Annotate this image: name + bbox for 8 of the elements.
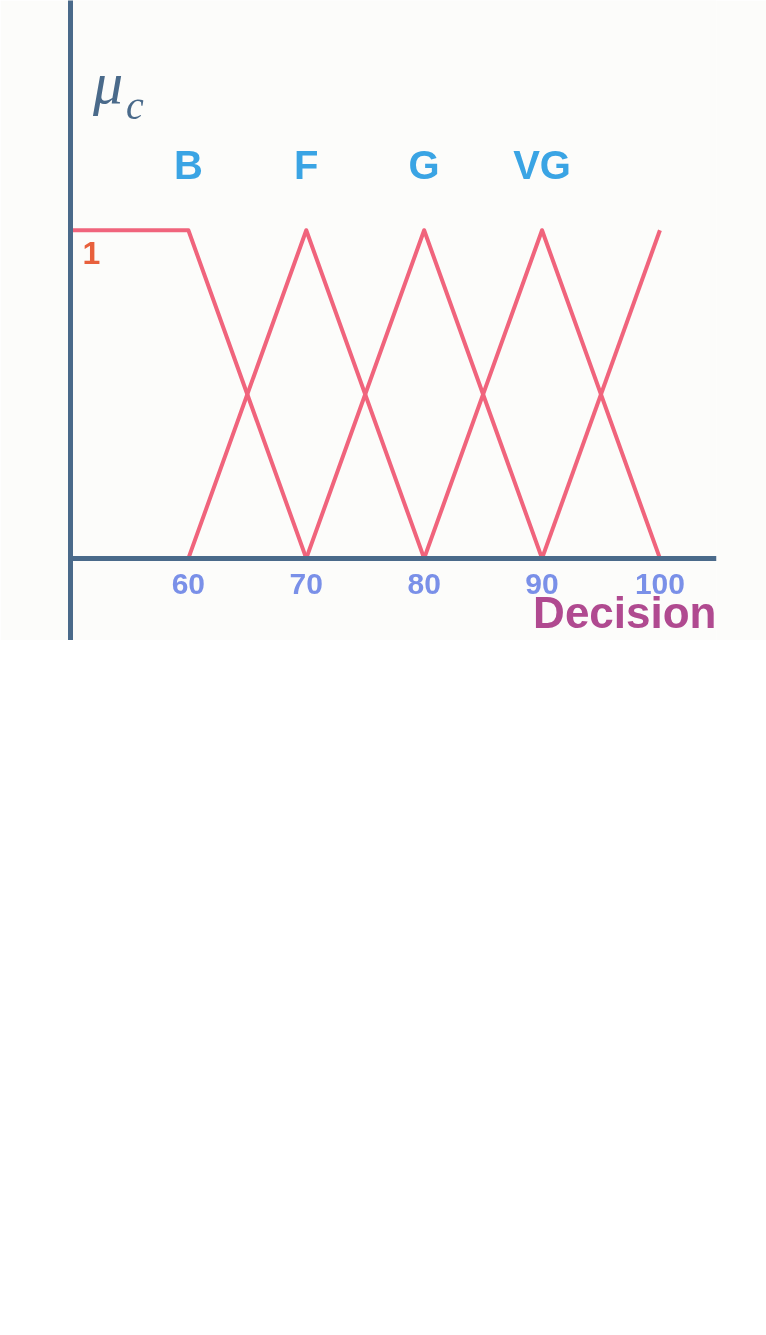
series-label: B — [173, 142, 203, 187]
annotation: 1 — [82, 235, 101, 272]
x-tick-label: 80 — [407, 567, 441, 601]
series-label: F — [294, 142, 319, 187]
series-label: G — [408, 142, 440, 187]
series-label: VG — [513, 142, 571, 187]
x-tick-label: 60 — [171, 567, 206, 601]
x-tick-label: 70 — [289, 567, 323, 601]
